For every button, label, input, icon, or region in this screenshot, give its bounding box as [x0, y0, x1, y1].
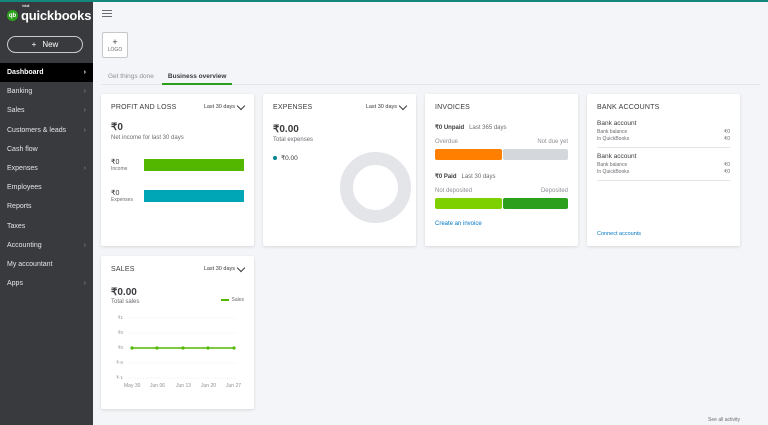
expenses-bar[interactable]	[144, 190, 244, 202]
quickbooks-logo[interactable]: qb intuit quickbooks	[7, 3, 92, 23]
paid-summary: ₹0 Paid Last 30 days	[435, 174, 496, 180]
chevron-right-icon: ›	[83, 241, 86, 249]
sidebar-item-expenses[interactable]: Expenses ›	[7, 165, 86, 173]
plus-icon: +	[31, 40, 37, 49]
connect-accounts-link[interactable]: Connect accounts	[597, 231, 642, 237]
plus-icon: +	[112, 36, 118, 47]
tab-business-overview[interactable]: Business overview	[161, 71, 234, 85]
expenses-card: EXPENSES Last 30 days ₹0.00 Total expens…	[263, 94, 416, 246]
income-bar[interactable]	[144, 159, 244, 171]
sidebar-nav: Dashboard › Banking › Sales › Customers & l…	[0, 63, 93, 293]
expenses-row[interactable]: ₹0 Expenses	[111, 189, 244, 209]
period-dropdown[interactable]: Last 30 days	[204, 101, 246, 110]
expenses-label: Expenses	[111, 197, 133, 203]
paid-labels: Not deposited Deposited	[435, 188, 568, 194]
dashboard-tabs: Get things done Business overview	[101, 71, 760, 85]
net-income-label: Net income for last 30 days	[111, 135, 184, 141]
sidebar-item-sales[interactable]: Sales ›	[7, 107, 86, 115]
tab-get-things-done[interactable]: Get things done	[108, 73, 154, 80]
logo-label: LOGO	[107, 46, 123, 53]
sales-legend: Sales	[221, 297, 244, 303]
expenses-amount: ₹0	[111, 190, 120, 197]
bank-account-item[interactable]: Bank account Bank balance ₹0 In QuickBook…	[597, 120, 730, 148]
intuit-label: intuit	[22, 3, 30, 8]
sidebar-item-dashboard[interactable]: Dashboard ›	[0, 63, 93, 83]
new-button-label: New	[42, 40, 59, 49]
chevron-right-icon: ›	[83, 69, 86, 77]
chevron-down-icon	[236, 263, 246, 272]
total-expenses-label: Total expenses	[273, 137, 314, 143]
sales-card: SALES Last 30 days ₹0.00 Total sales Sal…	[101, 256, 254, 409]
unpaid-bar	[435, 149, 568, 160]
chevron-right-icon: ›	[83, 88, 86, 96]
expenses-donut-chart[interactable]	[340, 152, 411, 223]
sidebar-item-taxes[interactable]: Taxes	[7, 222, 26, 230]
sidebar: qb intuit quickbooks + New Dashboard › Ba…	[0, 0, 93, 425]
deposited-bar[interactable]	[502, 198, 568, 209]
add-logo-button[interactable]: + LOGO	[102, 32, 128, 58]
chevron-down-icon	[398, 101, 408, 110]
sidebar-item-my-accountant[interactable]: My accountant	[7, 260, 53, 268]
main-content: + LOGO Get things done Business overview…	[93, 2, 768, 425]
create-invoice-link[interactable]: Create an invoice	[435, 221, 482, 227]
top-accent-bar	[0, 0, 768, 2]
card-title: BANK ACCOUNTS	[597, 104, 660, 111]
sidebar-item-reports[interactable]: Reports	[7, 203, 32, 211]
paid-bar	[435, 198, 568, 209]
card-title: PROFIT AND LOSS	[111, 104, 177, 111]
card-title: INVOICES	[435, 104, 471, 111]
brand-name: intuit quickbooks	[21, 3, 92, 23]
period-dropdown[interactable]: Last 30 days	[366, 101, 408, 110]
chevron-right-icon: ›	[83, 165, 86, 173]
overdue-bar[interactable]	[435, 149, 502, 160]
profit-loss-card: PROFIT AND LOSS Last 30 days ₹0 Net inco…	[101, 94, 254, 246]
total-expenses-amount: ₹0.00	[273, 124, 299, 135]
chevron-right-icon: ›	[83, 126, 86, 134]
chevron-down-icon	[236, 101, 246, 110]
sidebar-item-customers-leads[interactable]: Customers & leads ›	[7, 126, 86, 134]
sidebar-item-banking[interactable]: Banking ›	[7, 88, 86, 96]
invoices-card: INVOICES ₹0 Unpaid Last 365 days Overdue N…	[425, 94, 578, 246]
chevron-right-icon: ›	[83, 107, 86, 115]
sidebar-item-apps[interactable]: Apps ›	[7, 280, 86, 288]
unpaid-summary: ₹0 Unpaid Last 365 days	[435, 125, 507, 131]
income-amount: ₹0	[111, 159, 120, 166]
bank-account-item[interactable]: Bank account Bank balance ₹0 In QuickBook…	[597, 153, 730, 181]
not-deposited-bar[interactable]	[435, 198, 502, 209]
total-sales-amount: ₹0.00	[111, 287, 137, 298]
total-sales-label: Total sales	[111, 299, 140, 305]
hamburger-menu-icon[interactable]	[102, 10, 112, 19]
card-title: EXPENSES	[273, 104, 313, 111]
quickbooks-badge-icon: qb	[7, 10, 18, 21]
bank-accounts-card: BANK ACCOUNTS Bank account Bank balance ₹…	[587, 94, 740, 246]
net-income-amount: ₹0	[111, 122, 123, 133]
income-row[interactable]: ₹0 Income	[111, 158, 244, 178]
card-title: SALES	[111, 266, 135, 273]
chevron-right-icon: ›	[83, 280, 86, 288]
income-label: Income	[111, 166, 128, 172]
sidebar-item-accounting[interactable]: Accounting ›	[7, 241, 86, 249]
sidebar-item-cash-flow[interactable]: Cash flow	[7, 145, 38, 153]
sidebar-item-employees[interactable]: Employees	[7, 184, 42, 192]
not-due-yet-bar[interactable]	[502, 149, 568, 160]
unpaid-labels: Overdue Not due yet	[435, 139, 568, 145]
sales-line-chart[interactable]: ₹1 ₹0 ₹0 ₹-0 ₹-1 May	[109, 312, 249, 392]
see-all-activity-link[interactable]: See all activity	[708, 417, 740, 423]
new-button[interactable]: + New	[7, 36, 83, 53]
expenses-legend-item: ₹0.00	[273, 154, 298, 162]
legend-swatch-icon	[221, 299, 230, 301]
period-dropdown[interactable]: Last 30 days	[204, 263, 246, 272]
legend-dot-icon	[273, 156, 277, 160]
chart-plot	[129, 317, 236, 379]
